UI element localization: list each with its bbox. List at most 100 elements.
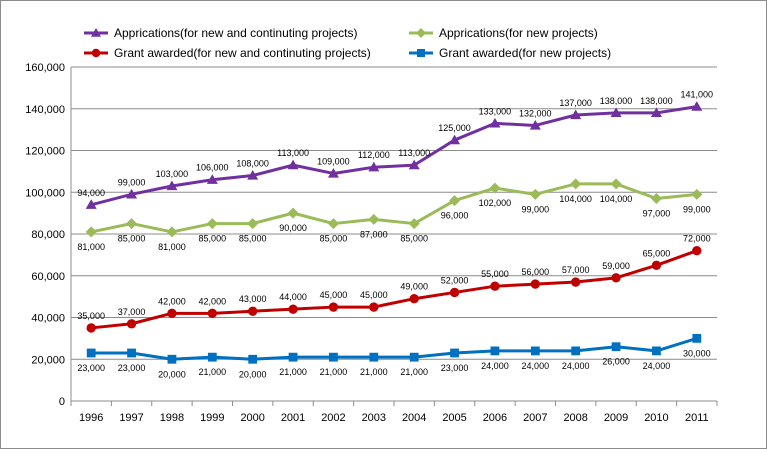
data-label: 45,000 bbox=[320, 290, 348, 300]
data-point bbox=[570, 178, 582, 190]
y-tick-label: 140,000 bbox=[25, 104, 65, 116]
data-label: 55,000 bbox=[481, 269, 509, 279]
data-point bbox=[288, 304, 298, 314]
data-point bbox=[86, 323, 96, 333]
data-label: 49,000 bbox=[400, 282, 428, 292]
data-point bbox=[571, 277, 581, 287]
data-label: 20,000 bbox=[239, 369, 267, 379]
data-label: 24,000 bbox=[522, 361, 550, 371]
data-label: 24,000 bbox=[643, 361, 671, 371]
data-point bbox=[610, 178, 622, 190]
data-label: 45,000 bbox=[360, 290, 388, 300]
y-tick-label: 20,000 bbox=[31, 354, 65, 366]
data-point bbox=[610, 107, 622, 118]
legend-marker bbox=[91, 28, 101, 37]
data-label: 81,000 bbox=[158, 242, 186, 252]
data-point bbox=[611, 273, 621, 283]
data-label: 106,000 bbox=[196, 163, 229, 173]
data-label: 37,000 bbox=[118, 307, 146, 317]
x-tick-label: 2011 bbox=[685, 412, 709, 424]
series-line-2 bbox=[90, 182, 697, 234]
data-point bbox=[368, 213, 380, 225]
y-tick-label: 80,000 bbox=[31, 229, 65, 241]
x-tick-label: 2001 bbox=[281, 412, 305, 424]
legend-label: Appricati​ons(for new and continuting pr… bbox=[114, 26, 357, 40]
data-label: 85,000 bbox=[239, 234, 267, 244]
data-label: 56,000 bbox=[522, 267, 550, 277]
data-point bbox=[85, 199, 97, 209]
data-label: 21,000 bbox=[360, 367, 388, 377]
data-point bbox=[369, 302, 379, 312]
data-point bbox=[530, 346, 540, 356]
data-point bbox=[692, 333, 702, 343]
data-point bbox=[369, 352, 379, 362]
data-point bbox=[327, 218, 339, 230]
data-point bbox=[368, 161, 380, 172]
data-label: 35,000 bbox=[77, 311, 105, 321]
x-tick-label: 2007 bbox=[523, 412, 547, 424]
data-point bbox=[490, 281, 500, 291]
data-label: 42,000 bbox=[199, 296, 227, 306]
data-point bbox=[247, 170, 259, 180]
x-tick-label: 2009 bbox=[604, 412, 628, 424]
data-point bbox=[450, 348, 459, 358]
x-tick-label: 2008 bbox=[563, 412, 587, 424]
data-point bbox=[449, 134, 461, 145]
data-point bbox=[287, 159, 299, 170]
data-point bbox=[206, 218, 218, 230]
data-point bbox=[126, 218, 138, 230]
x-tick-label: 1998 bbox=[160, 412, 184, 424]
data-point bbox=[207, 352, 217, 362]
legend-label: Grant awarded(for new and continuting pr… bbox=[114, 46, 371, 60]
series-line-3 bbox=[91, 249, 698, 330]
data-label: 138,000 bbox=[600, 96, 633, 106]
data-label: 57,000 bbox=[562, 265, 590, 275]
data-label: 21,000 bbox=[279, 367, 307, 377]
y-tick-label: 100,000 bbox=[25, 187, 65, 199]
data-label: 21,000 bbox=[320, 367, 348, 377]
data-point bbox=[489, 117, 501, 128]
data-point bbox=[127, 348, 136, 358]
x-tick-label: 1999 bbox=[200, 412, 224, 424]
data-label: 24,000 bbox=[562, 361, 590, 371]
data-label: 141,000 bbox=[681, 90, 714, 100]
data-point bbox=[166, 180, 178, 191]
data-label: 132,000 bbox=[519, 108, 552, 118]
data-label: 24,000 bbox=[481, 361, 509, 371]
data-point bbox=[489, 182, 501, 194]
legend-marker bbox=[416, 28, 426, 38]
data-point bbox=[570, 109, 582, 120]
data-label: 23,000 bbox=[118, 363, 146, 373]
data-label: 81,000 bbox=[77, 242, 105, 252]
data-point bbox=[409, 352, 419, 362]
data-point bbox=[85, 226, 97, 238]
data-point bbox=[206, 174, 218, 184]
data-point bbox=[329, 352, 338, 362]
data-label: 99,000 bbox=[118, 177, 146, 187]
y-tick-label: 0 bbox=[59, 396, 65, 408]
data-label: 85,000 bbox=[400, 234, 428, 244]
data-label: 138,000 bbox=[640, 96, 673, 106]
data-label: 125,000 bbox=[438, 123, 471, 133]
data-point bbox=[529, 188, 541, 200]
x-tick-label: 2002 bbox=[321, 412, 345, 424]
x-tick-label: 2000 bbox=[240, 412, 264, 424]
x-tick-label: 2005 bbox=[442, 412, 466, 424]
data-point bbox=[287, 207, 299, 219]
data-label: 65,000 bbox=[643, 248, 671, 258]
data-label: 102,000 bbox=[479, 198, 512, 208]
data-label: 21,000 bbox=[199, 367, 227, 377]
legend-label: Grant awarded(for new projects) bbox=[439, 46, 611, 60]
data-label: 113,000 bbox=[277, 148, 309, 158]
data-label: 85,000 bbox=[118, 234, 146, 244]
data-point bbox=[167, 308, 177, 319]
data-label: 20,000 bbox=[158, 369, 186, 379]
data-label: 23,000 bbox=[77, 363, 105, 373]
data-point bbox=[571, 346, 581, 356]
data-label: 72,000 bbox=[683, 234, 711, 244]
data-label: 99,000 bbox=[683, 204, 711, 214]
legend-label: Appricati​ons(for new projects) bbox=[439, 26, 598, 40]
data-point bbox=[490, 346, 500, 356]
data-label: 52,000 bbox=[441, 275, 469, 285]
